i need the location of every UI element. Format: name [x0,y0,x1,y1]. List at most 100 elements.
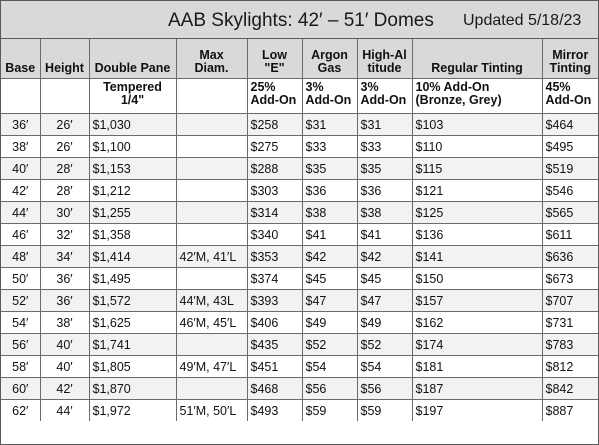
cell-low-e: $468 [246,377,303,400]
title-bar: AAB Skylights: 42′ – 51′ Domes Updated 5… [1,1,598,39]
cell-double-pane: $1,625 [88,311,177,334]
subheader-argon: 3% Add-On [301,78,358,114]
col-header-low-e: Low "E" [246,39,303,79]
col-header-height: Height [39,39,90,79]
table-row: 56′ 40′ $1,741 $435 $52 $52 $174 $783 [1,333,598,356]
cell-high-alt: $45 [356,267,413,290]
cell-regular: $150 [411,267,543,290]
sheet-title: AAB Skylights: 42′ – 51′ Domes [168,10,434,31]
cell-base: 62′ [1,399,41,421]
cell-height: 30′ [39,201,90,224]
col-header-low-e-line1: Low [262,48,287,62]
table-row: 38′ 26′ $1,100 $275 $33 $33 $110 $495 [1,135,598,158]
cell-double-pane: $1,255 [88,201,177,224]
cell-height: 44′ [39,399,90,421]
col-header-high-alt-line1: High-Al [362,48,407,62]
cell-height: 36′ [39,267,90,290]
cell-high-alt: $49 [356,311,413,334]
cell-argon: $38 [301,201,358,224]
cell-regular: $181 [411,355,543,378]
updated-date: Updated 5/18/23 [463,12,582,29]
cell-low-e: $493 [246,399,303,421]
cell-mirror: $565 [541,201,598,224]
cell-argon: $59 [301,399,358,421]
table-row: 42′ 28′ $1,212 $303 $36 $36 $121 $546 [1,179,598,202]
table-row: 54′ 38′ $1,625 46′M, 45′L $406 $49 $49 $162 $731 [1,311,598,334]
col-header-high-alt-line2: titude [367,61,402,75]
table-row: 48′ 34′ $1,414 42′M, 41′L $353 $42 $42 $141 $636 [1,245,598,268]
cell-height: 34′ [39,245,90,268]
price-table: Base Height Double Pane Max Diam. Low "E" … [1,39,598,421]
cell-regular: $125 [411,201,543,224]
cell-base: 52′ [1,289,41,312]
subheader-regular-line2: (Bronze, Grey) [415,93,502,107]
cell-height: 40′ [39,355,90,378]
cell-regular: $162 [411,311,543,334]
col-header-mirror-line2: Tinting [549,61,591,75]
subheader-low-e: 25% Add-On [246,78,303,114]
cell-mirror: $842 [541,377,598,400]
cell-double-pane: $1,414 [88,245,177,268]
cell-mirror: $519 [541,157,598,180]
col-header-base: Base [1,39,41,79]
cell-high-alt: $52 [356,333,413,356]
cell-high-alt: $31 [356,113,413,136]
cell-height: 38′ [39,311,90,334]
cell-base: 38′ [1,135,41,158]
subheader-low-e-line1: 25% [250,80,276,94]
cell-max-diam [175,333,248,356]
col-header-argon-line2: Gas [317,61,342,75]
cell-double-pane: $1,870 [88,377,177,400]
col-header-high-altitude: High-Al titude [356,39,413,79]
cell-argon: $33 [301,135,358,158]
cell-double-pane: $1,495 [88,267,177,290]
col-header-mirror-line1: Mirror [552,48,589,62]
subheader-tempered-line1: Tempered [103,80,162,94]
col-header-low-e-line2: "E" [264,61,285,75]
cell-base: 60′ [1,377,41,400]
cell-regular: $136 [411,223,543,246]
cell-regular: $157 [411,289,543,312]
cell-max-diam: 42′M, 41′L [175,245,248,268]
cell-double-pane: $1,100 [88,135,177,158]
subheader-mirror-tinting: 45% Add-On [541,78,598,114]
col-header-argon-line1: Argon [311,48,348,62]
col-header-max-diam: Max Diam. [175,39,248,79]
cell-regular: $110 [411,135,543,158]
cell-double-pane: $1,572 [88,289,177,312]
cell-mirror: $783 [541,333,598,356]
cell-max-diam [175,223,248,246]
cell-regular: $115 [411,157,543,180]
subheader-high-alt-line1: 3% [360,80,379,94]
cell-mirror: $636 [541,245,598,268]
cell-mirror: $812 [541,355,598,378]
cell-argon: $47 [301,289,358,312]
cell-regular: $197 [411,399,543,421]
cell-double-pane: $1,030 [88,113,177,136]
cell-low-e: $288 [246,157,303,180]
table-row: 58′ 40′ $1,805 49′M, 47′L $451 $54 $54 $181 $812 [1,355,598,378]
cell-mirror: $887 [541,399,598,421]
cell-base: 40′ [1,157,41,180]
cell-argon: $56 [301,377,358,400]
cell-max-diam [175,135,248,158]
subheader-base-empty [1,78,41,114]
cell-height: 28′ [39,179,90,202]
cell-base: 44′ [1,201,41,224]
cell-double-pane: $1,212 [88,179,177,202]
cell-low-e: $406 [246,311,303,334]
cell-high-alt: $41 [356,223,413,246]
cell-regular: $174 [411,333,543,356]
cell-mirror: $707 [541,289,598,312]
cell-argon: $41 [301,223,358,246]
cell-regular: $187 [411,377,543,400]
col-header-regular-tinting: Regular Tinting [411,39,543,79]
table-row: 36′ 26′ $1,030 $258 $31 $31 $103 $464 [1,113,598,136]
cell-base: 46′ [1,223,41,246]
column-header-row: Base Height Double Pane Max Diam. Low "E" … [1,39,598,79]
cell-argon: $31 [301,113,358,136]
cell-max-diam: 44′M, 43L [175,289,248,312]
cell-base: 56′ [1,333,41,356]
cell-low-e: $314 [246,201,303,224]
subheader-tempered-line2: 1/4" [120,93,145,107]
